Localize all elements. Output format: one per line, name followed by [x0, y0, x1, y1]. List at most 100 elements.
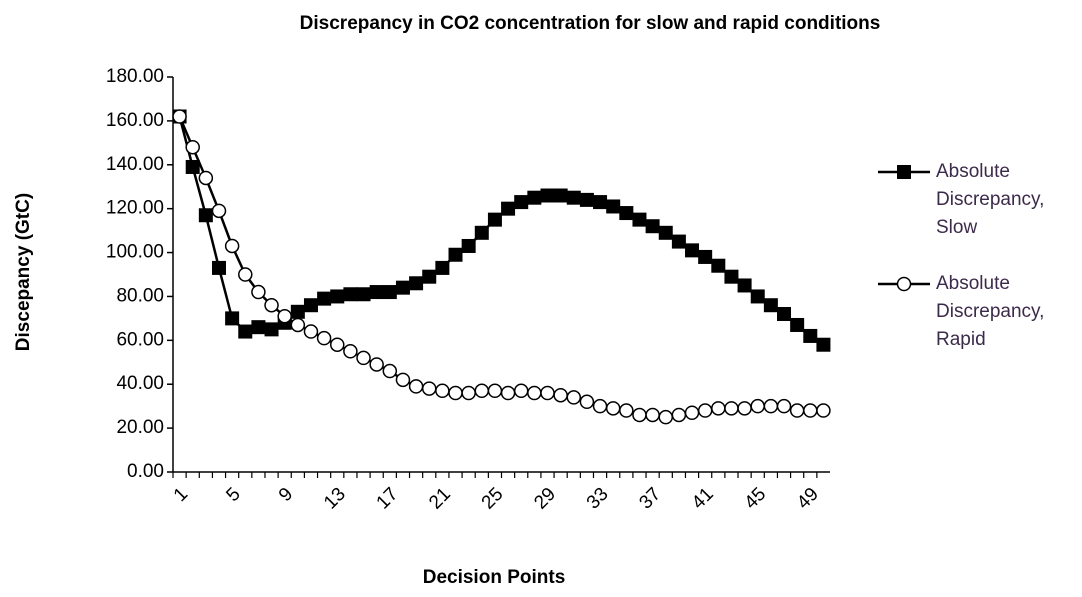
y-axis-label: Discepancy (GtC) — [13, 193, 34, 351]
marker — [527, 385, 542, 401]
marker — [198, 170, 214, 186]
marker — [277, 308, 292, 324]
marker — [198, 208, 213, 223]
y-tick-label: 0.00 — [127, 461, 164, 482]
y-tick-label: 60.00 — [116, 329, 164, 350]
marker — [409, 276, 424, 291]
marker — [211, 203, 227, 219]
marker — [697, 403, 713, 418]
legend-marker — [896, 276, 912, 292]
marker — [290, 317, 306, 333]
marker — [553, 188, 568, 203]
x-tick-label: 49 — [793, 484, 823, 514]
legend-label: Absolute Discrepancy, Slow — [936, 161, 1045, 238]
x-tick-label: 17 — [373, 484, 403, 514]
x-tick-label: 5 — [222, 484, 244, 506]
marker — [382, 285, 397, 300]
marker — [343, 344, 358, 359]
chart-title: Discrepancy in CO2 concentration for slo… — [300, 13, 881, 34]
marker — [619, 403, 634, 418]
marker — [711, 401, 726, 416]
marker — [750, 289, 765, 304]
marker — [789, 403, 805, 418]
marker — [514, 195, 529, 210]
marker — [422, 269, 437, 284]
marker — [369, 357, 384, 372]
marker — [605, 401, 621, 416]
x-tick-label: 45 — [741, 484, 771, 514]
marker — [553, 387, 568, 403]
marker — [211, 260, 226, 275]
marker — [645, 219, 660, 234]
marker — [238, 267, 253, 282]
marker — [658, 409, 673, 425]
x-tick-label: 29 — [530, 484, 560, 514]
marker — [395, 280, 410, 295]
legend-marker — [897, 165, 911, 179]
marker — [408, 379, 424, 394]
marker — [816, 337, 831, 352]
marker — [513, 383, 529, 399]
marker — [606, 199, 621, 214]
marker — [421, 381, 437, 396]
marker — [803, 403, 818, 418]
x-tick-label: 9 — [275, 484, 297, 506]
x-tick-label: 37 — [635, 484, 665, 514]
marker — [724, 269, 739, 284]
marker — [185, 159, 200, 174]
marker — [474, 225, 489, 240]
marker — [317, 291, 332, 306]
x-tick-label: 21 — [425, 484, 455, 514]
marker — [369, 285, 384, 300]
marker — [776, 398, 792, 414]
marker — [172, 109, 187, 124]
marker — [711, 258, 726, 273]
marker — [185, 139, 200, 155]
marker — [225, 311, 240, 326]
marker — [330, 289, 345, 304]
marker — [816, 403, 831, 418]
marker — [330, 337, 345, 352]
marker — [238, 324, 253, 339]
marker — [579, 192, 594, 207]
marker — [264, 297, 279, 313]
marker — [303, 324, 319, 339]
marker — [803, 328, 818, 343]
marker — [343, 287, 358, 302]
marker — [251, 320, 266, 335]
marker — [632, 407, 647, 423]
marker — [593, 195, 608, 210]
x-axis-label: Decision Points — [423, 567, 566, 588]
marker — [461, 238, 476, 253]
marker — [750, 398, 765, 414]
marker — [356, 350, 371, 366]
marker — [790, 317, 805, 332]
marker — [395, 372, 411, 388]
marker — [579, 394, 595, 410]
marker — [435, 260, 450, 275]
marker — [671, 407, 687, 423]
marker — [448, 385, 463, 401]
marker — [290, 304, 305, 319]
y-tick-label: 140.00 — [106, 154, 164, 175]
marker — [382, 363, 398, 379]
y-tick-label: 160.00 — [106, 110, 164, 131]
marker — [501, 201, 516, 216]
series-line — [178, 116, 824, 419]
marker — [224, 238, 240, 254]
x-tick-label: 25 — [478, 484, 508, 514]
y-tick-label: 100.00 — [106, 242, 164, 263]
marker — [763, 298, 778, 313]
x-tick-label: 41 — [688, 484, 718, 514]
marker — [500, 385, 516, 401]
y-tick-label: 40.00 — [116, 373, 164, 394]
marker — [658, 225, 673, 240]
marker — [763, 398, 779, 414]
marker — [619, 206, 634, 221]
marker — [461, 385, 476, 401]
x-tick-label: 13 — [320, 484, 350, 514]
marker — [527, 190, 542, 205]
marker — [698, 249, 713, 264]
marker — [566, 390, 582, 405]
